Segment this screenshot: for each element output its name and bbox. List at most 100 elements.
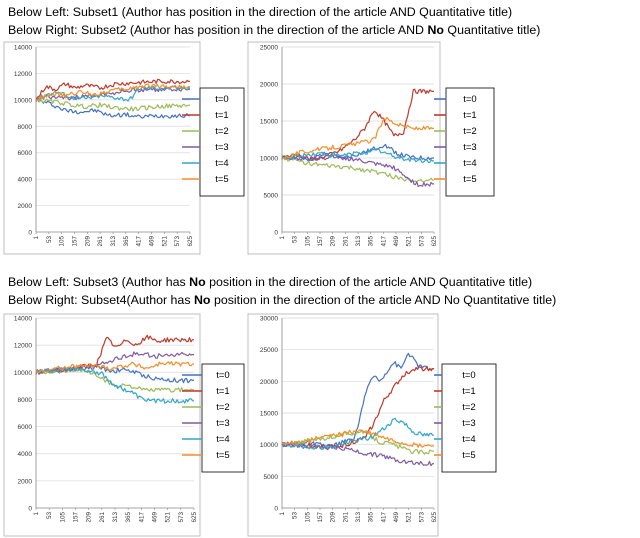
x-tick-label: 209 — [330, 236, 337, 247]
series-line-t5 — [281, 116, 434, 161]
x-tick-label: 261 — [97, 236, 104, 247]
y-tick-label: 30000 — [260, 316, 278, 323]
series-line-t0 — [281, 352, 434, 449]
chart-subset3: 0 2000 4000 6000 8000 10000 12000 14000 1 53 105 15… — [3, 313, 245, 537]
legend-label: t=1 — [463, 110, 476, 121]
y-tick-label: 8000 — [18, 397, 33, 404]
series-line-t5 — [35, 83, 190, 102]
x-tick-label: 261 — [342, 236, 349, 247]
x-tick-label: 157 — [72, 236, 79, 247]
legend-label: t=3 — [216, 418, 229, 429]
x-tick-label: 53 — [46, 236, 53, 244]
legend-label: t=4 — [462, 434, 475, 445]
y-tick-label: 14000 — [14, 45, 32, 52]
x-tick-label: 313 — [112, 512, 119, 523]
x-tick-label: 417 — [138, 512, 145, 523]
heading-text-end: Quantitative title) — [443, 23, 541, 37]
x-tick-label: 573 — [178, 512, 185, 523]
x-tick-label: 469 — [149, 236, 156, 247]
series-line-t2 — [281, 156, 434, 183]
x-tick-label: 1 — [279, 236, 286, 240]
legend-label: t=0 — [462, 370, 475, 381]
y-tick-label: 10000 — [260, 156, 278, 163]
y-tick-label: 12000 — [14, 343, 32, 350]
legend-label: t=3 — [463, 142, 476, 153]
x-tick-label: 1 — [279, 512, 286, 516]
x-tick-label: 313 — [110, 236, 117, 247]
x-tick-label: 313 — [355, 512, 362, 523]
x-tick-label: 53 — [292, 236, 299, 244]
series-line-t4 — [281, 148, 434, 164]
heading-bold: No — [193, 293, 211, 307]
series-line-t0 — [35, 98, 190, 119]
legend-label: t=2 — [215, 126, 228, 137]
x-tick-label: 573 — [418, 512, 425, 523]
y-tick-label: 10000 — [260, 442, 278, 449]
y-tick-label: 0 — [28, 230, 32, 237]
series-line-t4 — [35, 366, 194, 404]
x-tick-label: 105 — [59, 512, 66, 523]
x-tick-label: 521 — [165, 512, 172, 523]
legend-label: t=2 — [462, 402, 475, 413]
x-tick-label: 469 — [393, 512, 400, 523]
legend-label: t=5 — [216, 450, 229, 461]
chart-subset2: 0 5000 10000 15000 20000 25000 1 53 105 157 209 261… — [247, 41, 495, 255]
legend-box — [441, 363, 497, 473]
legend-label: t=0 — [215, 94, 228, 105]
y-tick-label: 6000 — [18, 424, 33, 431]
y-tick-label: 14000 — [14, 316, 32, 323]
x-tick-label: 157 — [317, 512, 324, 523]
x-tick-label: 521 — [406, 512, 413, 523]
y-tick-label: 25000 — [260, 45, 278, 52]
legend-box — [201, 363, 245, 473]
legend-label: t=3 — [462, 418, 475, 429]
series-line-t4 — [281, 417, 434, 451]
y-tick-label: 2000 — [18, 478, 33, 485]
legend-label: t=1 — [215, 110, 228, 121]
chart-frame — [3, 41, 201, 255]
y-tick-label: 20000 — [260, 379, 278, 386]
legend-label: t=5 — [215, 174, 228, 185]
heading-subset2: Below Right: Subset2 (Author has positio… — [8, 22, 540, 38]
legend-label: t=4 — [463, 158, 476, 169]
legend-box — [445, 87, 495, 197]
heading-bold: No — [189, 275, 206, 289]
x-tick-label: 105 — [304, 236, 311, 247]
x-tick-label: 573 — [418, 236, 425, 247]
x-tick-label: 469 — [393, 236, 400, 247]
heading-subset1: Below Left: Subset1 (Author has position… — [8, 4, 512, 20]
x-tick-label: 53 — [46, 512, 53, 520]
y-tick-label: 5000 — [264, 474, 279, 481]
legend-box — [199, 87, 245, 197]
series-line-t5 — [281, 429, 434, 448]
x-tick-label: 261 — [342, 512, 349, 523]
legend-label: t=4 — [216, 434, 229, 445]
x-tick-label: 365 — [368, 512, 375, 523]
heading-bold: No — [427, 23, 444, 37]
legend-label: t=5 — [463, 174, 476, 185]
y-tick-label: 15000 — [260, 119, 278, 126]
y-tick-label: 8000 — [18, 124, 33, 131]
series-line-t1 — [35, 78, 190, 101]
y-tick-label: 5000 — [264, 193, 279, 200]
y-tick-label: 10000 — [14, 97, 32, 104]
series-line-t3 — [281, 154, 435, 188]
heading-subset3: Below Left: Subset3 (Author has No posit… — [8, 274, 532, 290]
legend-label: t=3 — [215, 142, 228, 153]
x-tick-label: 625 — [191, 512, 198, 523]
x-tick-label: 209 — [84, 236, 91, 247]
legend-label: t=0 — [463, 94, 476, 105]
series-line-t3 — [35, 351, 194, 375]
legend-label: t=2 — [463, 126, 476, 137]
x-tick-label: 365 — [125, 512, 132, 523]
y-tick-label: 15000 — [260, 411, 278, 418]
heading-text: Below Left: Subset1 (Author has position… — [8, 5, 513, 19]
x-tick-label: 469 — [152, 512, 159, 523]
x-tick-label: 521 — [161, 236, 168, 247]
y-tick-label: 0 — [274, 506, 278, 513]
legend-label: t=4 — [215, 158, 228, 169]
x-tick-label: 365 — [123, 236, 130, 247]
x-tick-label: 53 — [292, 512, 299, 520]
x-tick-label: 417 — [136, 236, 143, 247]
